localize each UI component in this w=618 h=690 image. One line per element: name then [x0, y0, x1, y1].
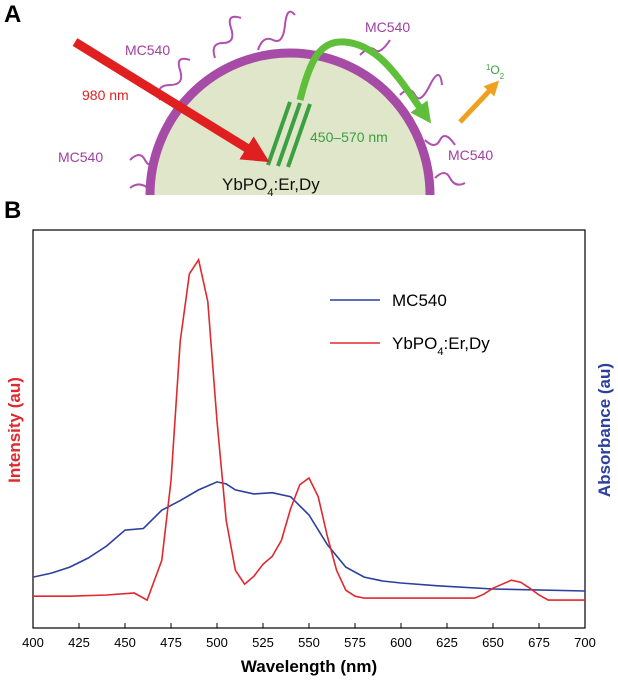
legend-label: MC540 [392, 291, 447, 310]
x-tick-label: 600 [390, 635, 412, 650]
text-part: 2 [500, 72, 504, 81]
text-part: 4 [437, 346, 443, 358]
dye-label: MC540 [448, 147, 493, 163]
x-axis-label: Wavelength (nm) [241, 657, 377, 676]
x-tick-label: 500 [206, 635, 228, 650]
dye-label: MC540 [58, 149, 103, 165]
text-part: :Er,Dy [444, 334, 491, 353]
dye-label: MC540 [125, 42, 170, 58]
chart: 400 425 450 475 500 525 550 575 600 625 650 675 700 W… [5, 229, 614, 676]
x-tick-label: 425 [68, 635, 90, 650]
x-tick-label: 700 [574, 635, 596, 650]
x-tick-label: 450 [114, 635, 136, 650]
emission-label: 450–570 nm [310, 129, 388, 145]
panel-label: A [4, 1, 21, 28]
text-part: 1 [486, 63, 490, 72]
text-part: 4 [267, 187, 273, 199]
x-tick-label: 400 [22, 635, 44, 650]
oxygen-label: 1O2 [486, 63, 504, 81]
x-tick-label: 650 [482, 635, 504, 650]
series-line [32, 481, 586, 592]
series-line [33, 257, 585, 602]
text-part: :Er,Dy [274, 175, 321, 194]
y2-axis-label: Absorbance (au) [595, 363, 614, 497]
x-tick-label: 575 [344, 635, 366, 650]
x-tick-label: 625 [436, 635, 458, 650]
text-part: YbPO [222, 175, 267, 194]
text-part: YbPO [392, 334, 437, 353]
text-part: O [490, 63, 499, 77]
y-axis-label: Intensity (au) [5, 377, 24, 483]
legend-label: YbPO4:Er,Dy [392, 334, 490, 358]
laser-label: 980 nm [82, 87, 129, 103]
diagram: A 980 nm 450–570 nm MC540 MC540 MC540 MC… [4, 1, 504, 224]
x-tick-label: 525 [252, 635, 274, 650]
x-tick-label: 550 [298, 635, 320, 650]
x-tick-label: 475 [160, 635, 182, 650]
particle-label: YbPO4:Er,Dy [222, 175, 320, 199]
plot-frame [32, 229, 586, 629]
panel-label: B [4, 197, 21, 224]
x-tick-label: 675 [528, 635, 550, 650]
dye-label: MC540 [365, 19, 410, 35]
